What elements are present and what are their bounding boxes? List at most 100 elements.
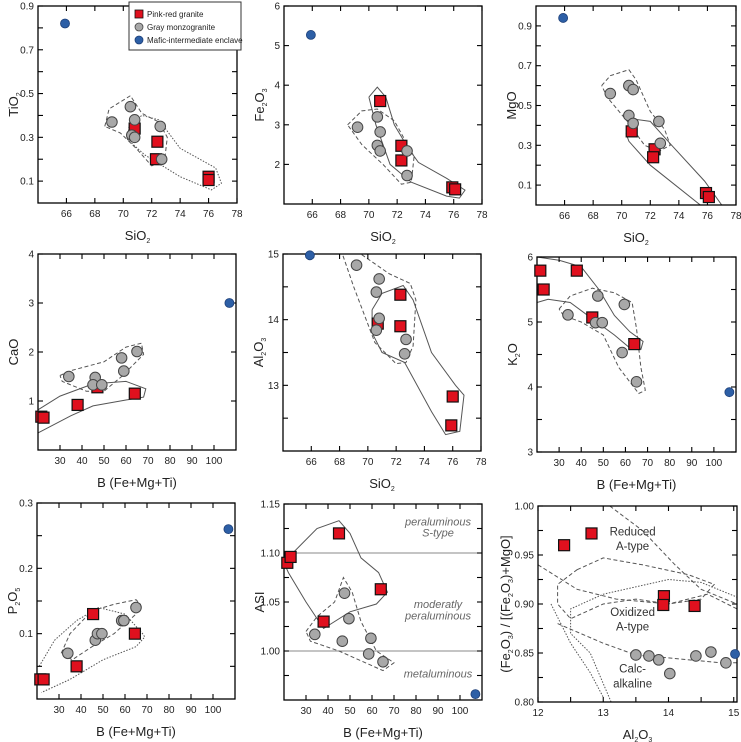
y-tick-label: 0.9 (20, 2, 34, 13)
point-gray-monzogranite (365, 632, 377, 645)
point-gray-monzogranite (401, 169, 413, 182)
field-annotation: Calc- (619, 664, 646, 676)
x-tick-label: 80 (164, 456, 176, 467)
y-tick-label: 0.80 (515, 698, 535, 709)
x-tick-label: 50 (344, 706, 356, 717)
x-tick-label: 30 (54, 456, 66, 467)
field-annotation: peraluminous (404, 611, 472, 623)
point-pink-red-granite (128, 627, 141, 640)
legend-entry-label: Gray monzogranite (147, 23, 216, 32)
x-tick-label: 100 (205, 705, 222, 716)
x-tick-label: 50 (97, 705, 109, 716)
point-gray-monzogranite (643, 650, 655, 662)
field-outline (104, 95, 168, 167)
point-gray-monzogranite (309, 628, 321, 641)
y-tick-label: 0.5 (518, 101, 532, 112)
point-gray-monzogranite (374, 145, 386, 157)
x-axis-label: B (Fe+Mg+Ti) (97, 475, 177, 490)
point-gray-monzogranite (370, 324, 383, 336)
x-tick-label: 15 (728, 708, 740, 719)
point-gray-monzogranite (370, 286, 383, 298)
x-tick-label: 68 (335, 210, 347, 221)
point-pink-red-granite (445, 419, 458, 432)
x-tick-label: 50 (98, 456, 110, 467)
y-axis-label: K2O (505, 343, 522, 366)
point-pink-red-granite (394, 288, 407, 301)
x-tick-label: 100 (706, 458, 723, 469)
x-axis-label: B (Fe+Mg+Ti) (96, 724, 176, 739)
x-tick-label: 60 (119, 705, 131, 716)
point-gray-monzogranite (652, 654, 665, 666)
y-tick-label: 5 (527, 318, 533, 329)
point-pink-red-granite (449, 183, 462, 196)
point-gray-monzogranite (720, 657, 732, 669)
x-axis-label: SiO2 (369, 476, 395, 493)
point-gray-monzogranite (374, 126, 386, 138)
y-tick-label: 3 (527, 448, 533, 459)
field-annotation: alkaline (613, 678, 652, 690)
panel-k2o-vs-b: 30 40 50 60 70 80 90 100 3 4 5 6 B (Fe+Mg+Ti) K2O (505, 253, 737, 492)
x-tick-label: 74 (175, 209, 187, 220)
y-tick-label: 3 (28, 299, 34, 310)
x-axis-label: SiO2 (623, 230, 649, 247)
y-tick-label: 4 (527, 383, 533, 394)
field-annotation: peraluminous (404, 517, 472, 529)
x-axis-label: B (Fe+Mg+Ti) (343, 725, 423, 740)
x-tick-label: 68 (334, 457, 346, 468)
x-tick-label: 70 (142, 456, 154, 467)
y-tick-label: 4 (274, 81, 280, 92)
x-axis-label: Al2O3 (623, 727, 653, 742)
field-outline (305, 576, 395, 672)
point-mafic-enclave (558, 13, 569, 23)
y-tick-label: 1.10 (261, 549, 281, 560)
y-tick-label: 0.3 (20, 133, 34, 144)
point-pink-red-granite (374, 583, 387, 596)
y-axis-label: TiO2 (6, 92, 23, 116)
x-axis-label: B (Fe+Mg+Ti) (597, 477, 677, 492)
legend-marker-circle (134, 22, 144, 32)
x-tick-label: 70 (362, 457, 374, 468)
y-tick-label: 0.90 (515, 600, 535, 611)
point-gray-monzogranite (705, 646, 717, 658)
legend-entry-label: Pink-red granite (147, 10, 204, 19)
field-outline (59, 342, 145, 392)
point-mafic-enclave (724, 387, 735, 398)
y-tick-label: 0.1 (20, 177, 34, 188)
x-tick-label: 66 (306, 457, 318, 468)
legend: Pink-red granite Gray monzogranite Mafic-i… (128, 1, 243, 51)
y-axis-label: CaO (6, 339, 21, 366)
x-tick-label: 74 (419, 457, 431, 468)
point-pink-red-granite (647, 151, 660, 164)
y-tick-label: 6 (527, 253, 533, 264)
x-tick-label: 72 (391, 457, 403, 468)
point-pink-red-granite (702, 190, 715, 204)
x-tick-label: 30 (53, 705, 65, 716)
point-gray-monzogranite (592, 290, 604, 302)
x-tick-label: 76 (203, 209, 215, 220)
x-tick-label: 14 (663, 708, 675, 719)
point-pink-red-granite (202, 173, 215, 187)
x-tick-label: 90 (185, 705, 197, 716)
point-mafic-enclave (730, 649, 740, 659)
x-tick-label: 70 (118, 209, 130, 220)
point-mafic-enclave (60, 18, 70, 29)
field-outline (570, 578, 738, 703)
panel-fe2o3-vs-sio2: 66 68 70 72 74 76 78 2 3 4 5 6 SiO2 Fe2O3 (252, 2, 488, 247)
x-tick-label: 70 (642, 458, 654, 469)
x-tick-label: 80 (410, 706, 422, 717)
x-tick-label: 70 (388, 706, 400, 717)
point-gray-monzogranite (338, 587, 351, 599)
y-tick-label: 0.85 (515, 649, 535, 660)
point-pink-red-granite (395, 154, 408, 167)
x-tick-label: 66 (307, 210, 319, 221)
point-gray-monzogranite (654, 137, 667, 150)
point-gray-monzogranite (618, 298, 631, 311)
legend-marker-circle (134, 35, 144, 45)
x-tick-label: 80 (664, 458, 676, 469)
x-tick-label: 80 (163, 705, 175, 716)
point-gray-monzogranite (106, 116, 118, 128)
x-tick-label: 40 (576, 458, 588, 469)
point-gray-monzogranite (351, 121, 364, 133)
point-gray-monzogranite (115, 352, 128, 364)
